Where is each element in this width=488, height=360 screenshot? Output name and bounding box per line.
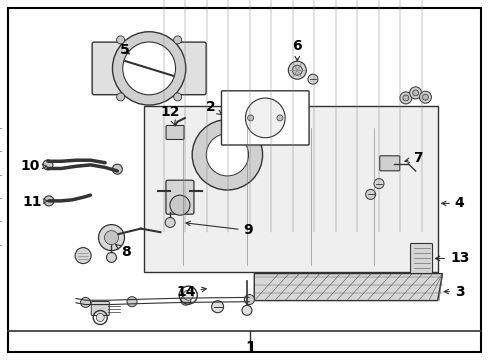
Text: 1: 1 bbox=[244, 341, 255, 356]
Text: 6: 6 bbox=[292, 39, 302, 61]
FancyBboxPatch shape bbox=[166, 126, 183, 139]
Circle shape bbox=[96, 314, 104, 321]
Circle shape bbox=[43, 160, 53, 170]
Text: 12: 12 bbox=[160, 105, 180, 125]
FancyBboxPatch shape bbox=[91, 302, 109, 315]
Circle shape bbox=[307, 74, 317, 84]
Circle shape bbox=[116, 36, 124, 44]
Circle shape bbox=[399, 92, 411, 104]
Circle shape bbox=[116, 93, 124, 101]
Circle shape bbox=[412, 90, 418, 96]
Circle shape bbox=[211, 301, 223, 313]
Circle shape bbox=[247, 115, 253, 121]
Text: 7: 7 bbox=[404, 152, 422, 165]
Circle shape bbox=[122, 42, 175, 95]
Circle shape bbox=[419, 91, 430, 103]
Circle shape bbox=[173, 93, 182, 101]
Circle shape bbox=[165, 217, 175, 228]
Circle shape bbox=[170, 195, 189, 215]
Text: 14: 14 bbox=[176, 285, 206, 299]
Text: 13: 13 bbox=[434, 252, 468, 265]
Circle shape bbox=[44, 196, 54, 206]
Circle shape bbox=[112, 164, 122, 174]
FancyBboxPatch shape bbox=[410, 243, 431, 274]
Text: 2: 2 bbox=[206, 100, 221, 114]
Text: 4: 4 bbox=[441, 197, 464, 210]
Circle shape bbox=[173, 36, 182, 44]
Circle shape bbox=[112, 32, 185, 105]
Circle shape bbox=[292, 65, 302, 75]
Circle shape bbox=[288, 61, 305, 79]
Circle shape bbox=[104, 231, 118, 244]
Circle shape bbox=[402, 95, 408, 101]
Text: 10: 10 bbox=[20, 159, 46, 173]
Circle shape bbox=[409, 87, 421, 99]
FancyBboxPatch shape bbox=[92, 42, 206, 95]
Text: 9: 9 bbox=[185, 221, 253, 237]
Polygon shape bbox=[144, 106, 437, 272]
FancyBboxPatch shape bbox=[221, 91, 308, 145]
FancyBboxPatch shape bbox=[165, 180, 194, 214]
Text: 8: 8 bbox=[116, 245, 131, 259]
Circle shape bbox=[98, 225, 124, 251]
Circle shape bbox=[127, 297, 137, 307]
Circle shape bbox=[81, 297, 90, 307]
Circle shape bbox=[242, 305, 251, 315]
Polygon shape bbox=[254, 274, 442, 301]
Circle shape bbox=[422, 94, 427, 100]
Text: 3: 3 bbox=[443, 285, 464, 298]
Circle shape bbox=[206, 134, 248, 176]
Circle shape bbox=[276, 115, 283, 121]
Circle shape bbox=[183, 290, 193, 300]
FancyBboxPatch shape bbox=[379, 156, 399, 171]
Circle shape bbox=[75, 248, 91, 264]
Circle shape bbox=[244, 294, 254, 305]
Text: 5: 5 bbox=[120, 43, 130, 57]
Text: 11: 11 bbox=[22, 195, 48, 208]
Circle shape bbox=[181, 295, 190, 305]
Circle shape bbox=[106, 252, 116, 262]
Circle shape bbox=[373, 179, 383, 189]
Circle shape bbox=[365, 189, 375, 199]
Circle shape bbox=[245, 98, 285, 138]
Circle shape bbox=[192, 120, 262, 190]
